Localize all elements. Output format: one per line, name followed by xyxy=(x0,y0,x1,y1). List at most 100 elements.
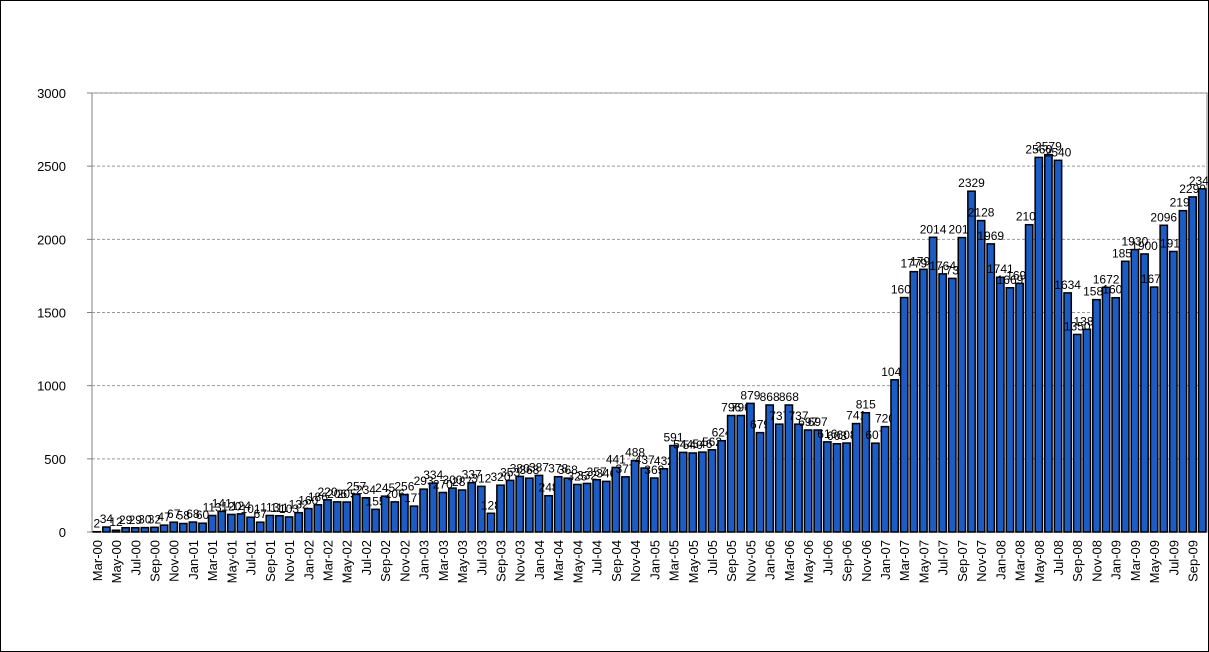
x-tick-label: Mar-08 xyxy=(1013,540,1028,581)
bar xyxy=(947,277,957,533)
value-label: 737 xyxy=(788,409,808,423)
x-tick-label: Mar-09 xyxy=(1128,540,1143,581)
value-label: 1634 xyxy=(1054,278,1081,292)
x-tick-label: Mar-02 xyxy=(320,540,335,581)
y-tick-label: 2000 xyxy=(37,232,66,247)
bar xyxy=(1168,250,1178,533)
value-label: 2560 xyxy=(1025,142,1052,156)
value-label: 312 xyxy=(471,471,491,485)
value-label: 68 xyxy=(186,507,200,521)
value-label: 1672 xyxy=(1093,272,1120,286)
value-label: 868 xyxy=(779,390,799,404)
bar xyxy=(678,451,688,533)
bar xyxy=(986,243,996,533)
x-tick-label: Jul-01 xyxy=(244,540,259,575)
bar xyxy=(842,442,851,533)
bar xyxy=(1101,286,1111,533)
value-label: 368 xyxy=(558,463,578,477)
x-tick-label: Sep-06 xyxy=(840,540,855,582)
bar xyxy=(957,236,967,533)
x-tick-label: Nov-05 xyxy=(743,540,758,582)
value-label: 1900 xyxy=(1131,239,1158,253)
x-tick-label: May-01 xyxy=(224,540,239,583)
value-label: 300 xyxy=(442,473,462,487)
value-label: 879 xyxy=(740,388,760,402)
bar xyxy=(496,484,505,533)
value-label: 101 xyxy=(241,502,261,516)
bar xyxy=(1034,156,1044,533)
x-tick-label: Sep-05 xyxy=(724,540,739,582)
bar xyxy=(178,522,188,533)
value-label: 325 xyxy=(567,469,587,483)
bar xyxy=(236,513,246,533)
value-label: 2096 xyxy=(1150,210,1177,224)
value-label: 378 xyxy=(548,462,568,476)
bar xyxy=(419,488,429,533)
bar xyxy=(1015,282,1024,533)
x-tick-label: Nov-07 xyxy=(974,540,989,582)
value-label: 257 xyxy=(346,479,366,493)
x-tick-label: Jul-00 xyxy=(128,540,143,575)
bar xyxy=(928,236,938,533)
bar xyxy=(649,477,659,533)
x-tick-label: Nov-00 xyxy=(167,540,182,582)
bar xyxy=(851,422,861,533)
value-label: 357 xyxy=(587,465,607,479)
value-label: 437 xyxy=(635,453,655,467)
bar xyxy=(1149,286,1159,533)
x-tick-label: Mar-04 xyxy=(551,540,566,581)
value-label: 796 xyxy=(721,401,741,415)
bar xyxy=(409,505,419,533)
value-label: 60 xyxy=(196,508,210,522)
bar xyxy=(1024,223,1034,533)
bar xyxy=(707,449,717,533)
y-tick-label: 1000 xyxy=(37,379,66,394)
bar xyxy=(640,467,650,533)
bar xyxy=(255,521,265,533)
x-tick-label: Mar-01 xyxy=(205,540,220,581)
value-label: 603 xyxy=(827,429,847,443)
bar xyxy=(765,404,775,533)
value-label: 2579 xyxy=(1035,140,1062,154)
value-label: 124 xyxy=(231,499,251,513)
bar xyxy=(361,497,371,533)
y-tick-label: 3000 xyxy=(37,86,66,101)
bar xyxy=(870,442,880,533)
value-label: 2329 xyxy=(958,176,985,190)
value-label: 697 xyxy=(798,415,818,429)
bar xyxy=(323,499,332,533)
value-label: 380 xyxy=(510,461,530,475)
value-label: 868 xyxy=(760,390,780,404)
value-label: 220 xyxy=(317,485,337,499)
y-tick-label: 2500 xyxy=(37,159,66,174)
bar xyxy=(621,476,630,533)
bar xyxy=(284,516,294,533)
x-tick-label: May-08 xyxy=(1032,540,1047,583)
value-label: 206 xyxy=(327,487,347,501)
bar xyxy=(476,485,486,533)
bar xyxy=(1130,248,1140,533)
bar xyxy=(746,402,755,533)
bar xyxy=(659,468,669,533)
bar xyxy=(428,482,438,533)
bar xyxy=(573,483,582,533)
value-label: 113 xyxy=(203,500,222,514)
bar xyxy=(880,425,890,533)
value-label: 1741 xyxy=(987,262,1014,276)
x-tick-label: May-09 xyxy=(1147,540,1162,583)
bar xyxy=(1178,209,1188,533)
bar xyxy=(524,477,534,533)
bar xyxy=(371,508,380,533)
x-tick-label: Nov-02 xyxy=(397,540,412,582)
x-tick-label: Jan-04 xyxy=(532,540,547,580)
bar xyxy=(899,296,909,533)
bar xyxy=(601,480,611,533)
x-tick-label: Jan-03 xyxy=(417,540,432,580)
value-label: 616 xyxy=(817,427,837,441)
bar xyxy=(207,514,217,533)
value-label: 29 xyxy=(129,513,143,527)
value-label: 67 xyxy=(167,507,181,521)
x-tick-label: Jan-06 xyxy=(763,540,778,580)
bar xyxy=(995,276,1005,533)
